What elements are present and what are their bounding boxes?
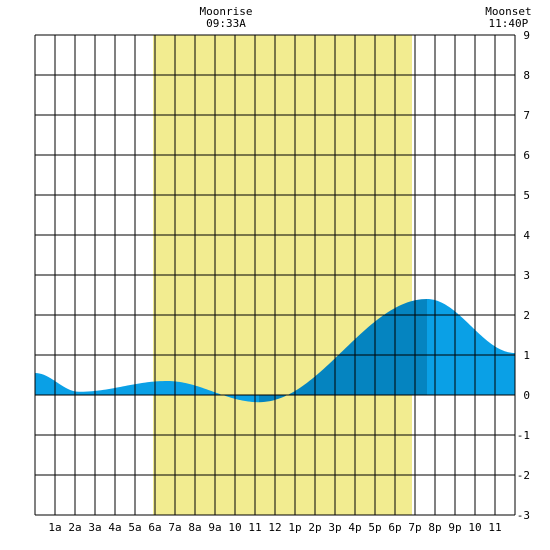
y-tick-label: 4 <box>523 229 530 242</box>
x-tick-label: 8a <box>188 521 201 534</box>
moon-event-label: Moonrise <box>200 5 253 18</box>
x-tick-label: 5p <box>368 521 381 534</box>
y-tick-label: -1 <box>517 429 530 442</box>
tide-segment-rising <box>259 299 427 403</box>
tide-area-layer <box>35 299 515 403</box>
y-tick-label: 3 <box>523 269 530 282</box>
x-tick-label: 4a <box>108 521 121 534</box>
tide-segment-falling <box>167 381 259 403</box>
x-tick-label: 10 <box>468 521 481 534</box>
x-tick-label: 3p <box>328 521 341 534</box>
y-tick-labels: -3 -2 -1 0 1 2 3 4 5 6 7 8 9 <box>517 29 531 522</box>
x-tick-label: 11 <box>488 521 501 534</box>
x-tick-label: 11 <box>248 521 261 534</box>
x-tick-label: 9p <box>448 521 461 534</box>
x-tick-label: 6p <box>388 521 401 534</box>
x-tick-label: 2p <box>308 521 321 534</box>
x-tick-label: 4p <box>348 521 361 534</box>
y-tick-label: 6 <box>523 149 530 162</box>
moon-event-time: 11:40P <box>489 17 529 30</box>
x-tick-label: 7a <box>168 521 181 534</box>
y-tick-label: 1 <box>523 349 530 362</box>
tide-segment-falling <box>35 373 167 395</box>
x-tick-labels: 1a 2a 3a 4a 5a 6a 7a 8a 9a 10 11 12 1p 2p 3p 4p 5p 6p 7p 8p… <box>48 521 501 534</box>
x-tick-label: 1p <box>288 521 301 534</box>
x-tick-label: 9a <box>208 521 221 534</box>
y-tick-label: 9 <box>523 29 530 42</box>
x-tick-label: 7p <box>408 521 421 534</box>
y-tick-label: 8 <box>523 69 530 82</box>
y-tick-label: 7 <box>523 109 530 122</box>
x-tick-label: 5a <box>128 521 141 534</box>
x-tick-label: 8p <box>428 521 441 534</box>
x-tick-label: 10 <box>228 521 241 534</box>
y-tick-label: -2 <box>517 469 530 482</box>
moon-event-time: 09:33A <box>206 17 246 30</box>
x-tick-label: 6a <box>148 521 161 534</box>
tide-segment-falling <box>427 299 515 395</box>
y-tick-label: 2 <box>523 309 530 322</box>
moon-event-label: Moonset <box>485 5 531 18</box>
y-tick-label: -3 <box>517 509 530 522</box>
grid-layer <box>34 34 516 516</box>
x-tick-label: 3a <box>88 521 101 534</box>
x-tick-label: 2a <box>68 521 81 534</box>
y-tick-label: 0 <box>523 389 530 402</box>
x-tick-label: 12 <box>268 521 281 534</box>
y-tick-label: 5 <box>523 189 530 202</box>
x-tick-label: 1a <box>48 521 61 534</box>
